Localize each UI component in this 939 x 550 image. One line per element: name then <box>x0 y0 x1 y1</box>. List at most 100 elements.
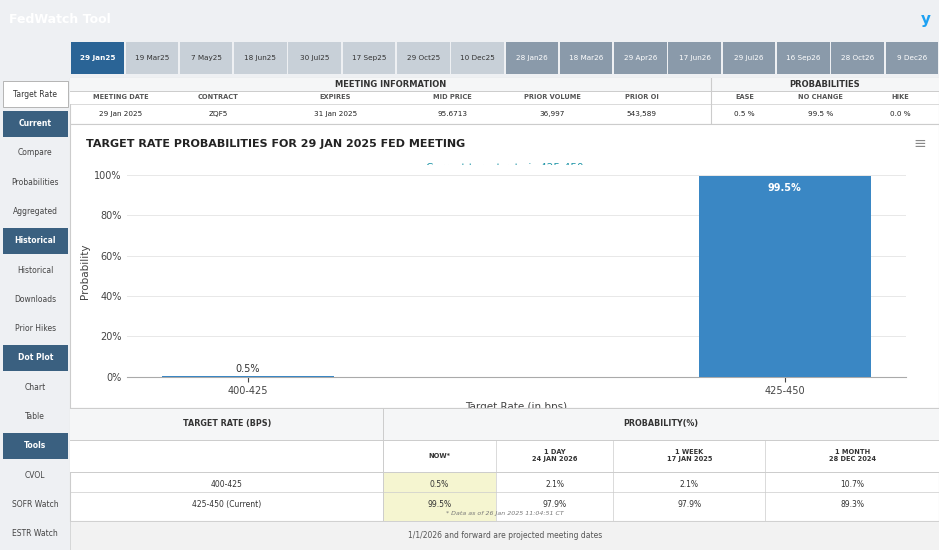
Text: 17 Sep25: 17 Sep25 <box>352 54 386 60</box>
Text: HIKE: HIKE <box>891 94 909 100</box>
Text: 28 Oct26: 28 Oct26 <box>841 54 874 60</box>
Text: 18 Mar26: 18 Mar26 <box>569 54 604 60</box>
Text: 2.1%: 2.1% <box>546 480 564 488</box>
Text: 7 May25: 7 May25 <box>191 54 222 60</box>
Text: PROBABILITY(%): PROBABILITY(%) <box>623 420 699 428</box>
Text: 99.5 %: 99.5 % <box>808 111 834 117</box>
Text: 30 Jul25: 30 Jul25 <box>300 54 330 60</box>
Text: 0.0 %: 0.0 % <box>889 111 910 117</box>
Bar <box>71 42 124 74</box>
Text: TARGET RATE (BPS): TARGET RATE (BPS) <box>182 420 271 428</box>
Bar <box>669 42 721 74</box>
Text: 97.9%: 97.9% <box>543 500 567 509</box>
Text: Compare: Compare <box>18 148 53 157</box>
Bar <box>126 42 178 74</box>
Bar <box>234 42 286 74</box>
Text: EXPIRES: EXPIRES <box>319 94 351 100</box>
Text: * Data as of 26 Jan 2025 11:04:51 CT: * Data as of 26 Jan 2025 11:04:51 CT <box>446 511 563 516</box>
Text: NOW*: NOW* <box>428 453 451 459</box>
Bar <box>180 42 233 74</box>
Text: 10 Dec25: 10 Dec25 <box>460 54 495 60</box>
Text: NO CHANGE: NO CHANGE <box>798 94 843 100</box>
Text: 36,997: 36,997 <box>540 111 565 117</box>
Text: 29 Apr26: 29 Apr26 <box>623 54 657 60</box>
Text: Historical: Historical <box>14 236 56 245</box>
Text: 1 WEEK
17 JAN 2025: 1 WEEK 17 JAN 2025 <box>667 449 712 463</box>
Bar <box>383 408 939 440</box>
Text: 0.5 %: 0.5 % <box>734 111 755 117</box>
Bar <box>699 176 870 377</box>
Text: Probabilities: Probabilities <box>11 178 59 187</box>
Text: ZQF5: ZQF5 <box>208 111 228 117</box>
Bar <box>70 440 939 471</box>
Text: Aggregated: Aggregated <box>13 207 57 216</box>
Text: PRIOR VOLUME: PRIOR VOLUME <box>524 94 581 100</box>
Text: 29 Oct25: 29 Oct25 <box>407 54 439 60</box>
Text: 425-450 (Current): 425-450 (Current) <box>192 500 261 509</box>
Bar <box>3 433 68 459</box>
Text: EASE: EASE <box>735 94 754 100</box>
Text: 0.5%: 0.5% <box>236 364 260 374</box>
Text: MEETING DATE: MEETING DATE <box>93 94 148 100</box>
Text: FedWatch Tool: FedWatch Tool <box>9 13 111 26</box>
Bar <box>560 42 612 74</box>
Text: MID PRICE: MID PRICE <box>433 94 472 100</box>
Text: Q: Q <box>795 237 856 306</box>
Bar <box>3 111 68 136</box>
Bar <box>614 42 667 74</box>
Text: Current target rate is 425-450: Current target rate is 425-450 <box>426 163 583 173</box>
Bar <box>383 471 496 503</box>
Text: MEETING INFORMATION: MEETING INFORMATION <box>335 80 446 89</box>
Text: y: y <box>920 12 931 27</box>
Text: CONTRACT: CONTRACT <box>197 94 239 100</box>
Text: 19 Mar25: 19 Mar25 <box>134 54 169 60</box>
Text: 99.5%: 99.5% <box>427 500 452 509</box>
Text: 1 MONTH
28 DEC 2024: 1 MONTH 28 DEC 2024 <box>828 449 876 463</box>
Text: ESTR Watch: ESTR Watch <box>12 529 58 538</box>
Text: Current: Current <box>19 119 52 128</box>
Text: 0.5%: 0.5% <box>430 480 449 488</box>
Bar <box>70 91 711 103</box>
Bar <box>70 78 711 91</box>
Text: Tools: Tools <box>24 441 46 450</box>
Text: Table: Table <box>25 412 45 421</box>
X-axis label: Target Rate (in bps): Target Rate (in bps) <box>466 402 567 412</box>
Bar <box>70 408 939 440</box>
Text: 18 Jun25: 18 Jun25 <box>244 54 276 60</box>
Text: CVOL: CVOL <box>25 471 45 480</box>
Bar <box>452 42 504 74</box>
Text: PROBABILITIES: PROBABILITIES <box>790 80 860 89</box>
Text: 99.5%: 99.5% <box>768 183 802 193</box>
Text: 31 Jan 2025: 31 Jan 2025 <box>314 111 357 117</box>
Text: 10.7%: 10.7% <box>840 480 864 488</box>
Bar <box>723 42 776 74</box>
Text: 2.1%: 2.1% <box>680 480 699 488</box>
Bar <box>3 345 68 371</box>
Text: 29 Jul26: 29 Jul26 <box>734 54 763 60</box>
Text: 543,589: 543,589 <box>627 111 657 117</box>
Text: 29 Jan 2025: 29 Jan 2025 <box>100 111 143 117</box>
Text: 1 DAY
24 JAN 2026: 1 DAY 24 JAN 2026 <box>531 449 577 463</box>
Text: TARGET RATE PROBABILITIES FOR 29 JAN 2025 FED MEETING: TARGET RATE PROBABILITIES FOR 29 JAN 202… <box>86 139 466 148</box>
Text: ≡: ≡ <box>914 136 926 151</box>
Y-axis label: Probability: Probability <box>80 243 90 299</box>
Bar <box>505 42 558 74</box>
Bar <box>288 42 341 74</box>
Bar <box>885 42 938 74</box>
Bar <box>777 42 829 74</box>
Text: 95.6713: 95.6713 <box>438 111 468 117</box>
Text: Target Rate: Target Rate <box>13 90 57 99</box>
Bar <box>162 376 334 377</box>
Text: Historical: Historical <box>17 266 54 274</box>
Text: 9 Dec26: 9 Dec26 <box>897 54 927 60</box>
Text: 28 Jan26: 28 Jan26 <box>516 54 547 60</box>
Text: 29 Jan25: 29 Jan25 <box>80 54 115 60</box>
Text: 97.9%: 97.9% <box>677 500 701 509</box>
Bar <box>711 78 939 91</box>
Text: 16 Sep26: 16 Sep26 <box>786 54 821 60</box>
Bar <box>383 492 496 521</box>
Bar <box>3 228 68 254</box>
Text: 400-425: 400-425 <box>211 480 242 488</box>
Text: Prior Hikes: Prior Hikes <box>15 324 55 333</box>
Bar <box>343 42 395 74</box>
